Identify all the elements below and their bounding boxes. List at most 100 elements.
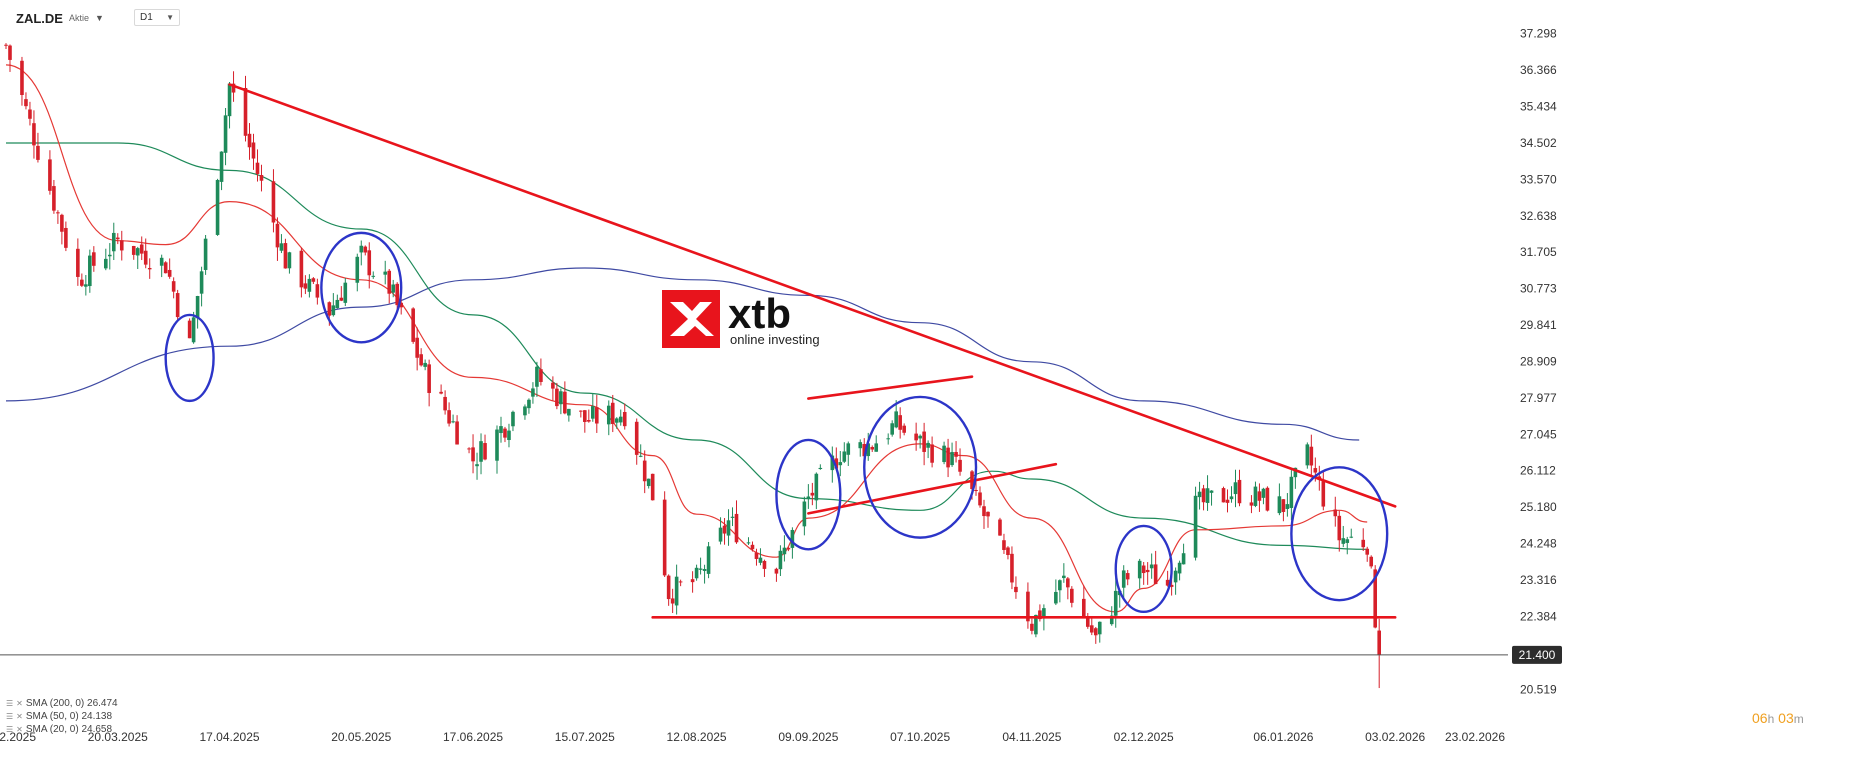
candle-body: [662, 499, 667, 576]
candle-body: [1253, 486, 1258, 506]
candle-body: [84, 284, 88, 287]
candle-body: [503, 428, 507, 438]
candle-body: [918, 435, 922, 439]
candle-body: [171, 281, 176, 292]
candle-body: [670, 598, 675, 604]
candle-body: [690, 579, 695, 583]
candle-body: [954, 451, 958, 457]
settings-icon[interactable]: ☰: [6, 699, 14, 708]
candle-body: [139, 244, 144, 254]
candle-body: [399, 302, 403, 308]
candle-body: [1177, 562, 1182, 574]
candle-body: [88, 255, 92, 287]
candle-body: [842, 451, 847, 462]
candle-body: [1070, 588, 1074, 603]
candle-body: [275, 223, 280, 248]
candle-body: [1313, 468, 1318, 473]
candle-body: [231, 83, 236, 93]
y-tick-label: 26.112: [1520, 464, 1556, 478]
candle-body: [271, 181, 276, 223]
candle-body: [279, 243, 284, 251]
candle-body: [614, 418, 619, 423]
candle-body: [531, 388, 535, 397]
candle-body: [80, 279, 84, 286]
candle-body: [1293, 467, 1298, 478]
timer-minutes-unit: m: [1793, 712, 1804, 726]
candle-body: [103, 258, 108, 269]
candle-body: [311, 278, 316, 282]
candle-body: [363, 246, 368, 253]
candle-body: [1361, 539, 1366, 548]
current-price-badge: [1512, 645, 1562, 664]
timeframe-select[interactable]: D1 ▼: [134, 9, 180, 26]
candle-body: [1093, 628, 1098, 636]
candle-body: [946, 447, 950, 468]
candle-body: [834, 458, 839, 469]
candle-body: [594, 407, 599, 424]
candle-body: [359, 245, 364, 253]
highlight-circle: [1290, 466, 1389, 602]
close-icon[interactable]: ✕: [16, 725, 23, 734]
y-tick-label: 35.434: [1520, 100, 1557, 114]
candle-body: [810, 492, 815, 496]
candle-body: [315, 284, 320, 298]
legend-item-sma20[interactable]: ☰ ✕ SMA (20, 0) 24.658: [6, 723, 118, 736]
candle-body: [1341, 538, 1346, 544]
y-tick-label: 29.841: [1520, 318, 1557, 332]
settings-icon[interactable]: ☰: [6, 725, 14, 734]
close-icon[interactable]: ✕: [16, 699, 23, 708]
candle-body: [1034, 614, 1038, 635]
y-tick-label: 30.773: [1520, 282, 1557, 296]
candle-body: [982, 506, 986, 517]
candle-body: [1010, 553, 1014, 583]
candle-body: [894, 411, 898, 428]
candle-body: [1201, 488, 1206, 503]
legend-label: SMA (20, 0) 24.658: [25, 724, 113, 735]
candle-body: [507, 430, 511, 441]
candle-body: [754, 552, 759, 559]
candle-body: [563, 391, 567, 414]
candle-body: [634, 421, 639, 455]
candle-body: [1054, 591, 1058, 604]
instrument-symbol[interactable]: ZAL.DE: [16, 10, 63, 26]
candle-body: [36, 145, 40, 160]
candle-body: [958, 459, 962, 472]
candle-body: [551, 382, 555, 389]
settings-icon[interactable]: ☰: [6, 712, 14, 721]
candle-body: [119, 240, 124, 251]
y-tick-label: 20.519: [1520, 682, 1557, 696]
legend-item-sma200[interactable]: ☰ ✕ SMA (200, 0) 26.474: [6, 697, 118, 710]
y-tick-label: 27.977: [1520, 391, 1557, 405]
candle-body: [1377, 630, 1381, 655]
candle-body: [147, 268, 152, 270]
candle-body: [415, 337, 419, 358]
x-tick-label: 12.08.2025: [667, 730, 727, 744]
candle-body: [20, 60, 24, 95]
chevron-down-icon[interactable]: ▼: [94, 13, 104, 23]
candle-body: [862, 444, 867, 457]
instrument-selector[interactable]: ZAL.DE Aktie ▼: [16, 8, 104, 28]
candle-body: [56, 212, 60, 214]
y-tick-label: 24.248: [1520, 537, 1557, 551]
candle-body: [339, 297, 344, 301]
legend-item-sma50[interactable]: ☰ ✕ SMA (50, 0) 24.138: [6, 710, 118, 723]
candle-body: [1006, 547, 1010, 556]
candle-body: [622, 411, 627, 427]
candle-body: [187, 320, 192, 339]
x-tick-label: 04.11.2025: [1002, 730, 1061, 744]
candle-body: [1081, 598, 1086, 617]
candle-body: [846, 443, 851, 455]
close-icon[interactable]: ✕: [16, 712, 23, 721]
candle-body: [926, 442, 930, 448]
y-tick-label: 32.638: [1520, 209, 1557, 223]
candle-body: [942, 445, 946, 463]
candle-body: [259, 175, 264, 181]
candle-body: [1221, 488, 1226, 503]
candle-body: [1193, 495, 1198, 558]
candle-body: [52, 186, 56, 211]
candle-body: [838, 462, 843, 466]
candle-body: [778, 550, 783, 570]
timer-minutes: 03: [1778, 710, 1794, 726]
